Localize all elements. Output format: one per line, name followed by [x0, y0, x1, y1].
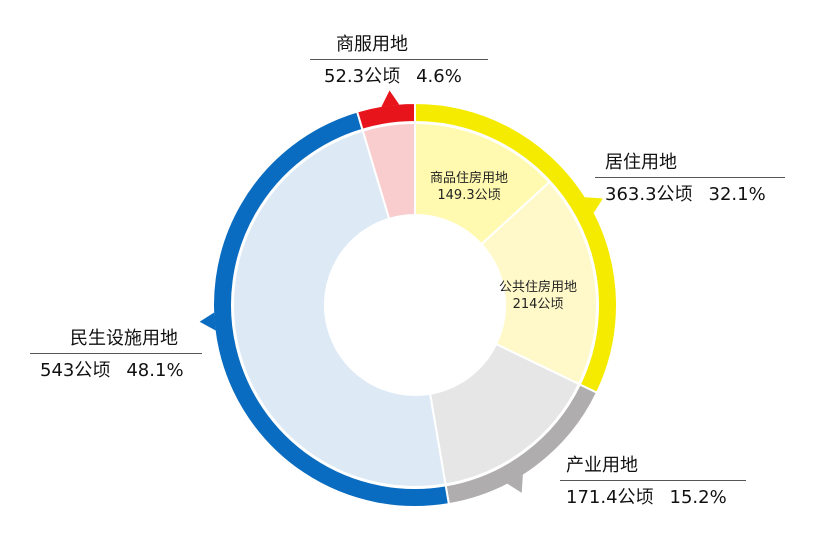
label-underline: [30, 353, 202, 354]
label-underline: [560, 480, 746, 481]
outer-ring-shangfu: [355, 101, 416, 131]
label-value: 543公顷: [40, 360, 111, 381]
inner-label-title: 商品住房用地: [429, 171, 509, 186]
label-percent: 32.1%: [708, 184, 766, 205]
pointer-shangfu: [381, 90, 400, 107]
label-percent: 48.1%: [126, 360, 184, 381]
inner-slice-shangfu: [361, 121, 416, 221]
label-underline: [595, 177, 785, 178]
label-title: 居住用地: [605, 152, 677, 173]
label-underline: [310, 59, 488, 60]
label-percent: 4.6%: [416, 66, 462, 87]
pointer-juzhu: [584, 197, 603, 213]
inner-label-title: 公共住房用地: [498, 280, 578, 295]
label-shangfu: 商服用地 52.3公顷 4.6%: [310, 30, 488, 88]
label-value: 171.4公顷: [566, 487, 654, 508]
label-title: 民生设施用地: [70, 328, 178, 349]
inner-label-gonggong: 公共住房用地 214公顷: [499, 279, 577, 313]
inner-label-value: 149.3公顷: [437, 188, 501, 203]
label-percent: 15.2%: [669, 487, 727, 508]
inner-slice-minsheng: [232, 129, 447, 488]
pointer-chanye: [507, 474, 523, 493]
label-value: 363.3公顷: [605, 184, 693, 205]
inner-slice-chanye: [428, 342, 581, 486]
label-title: 商服用地: [336, 34, 408, 55]
inner-label-value: 214公顷: [512, 297, 564, 312]
label-minsheng: 民生设施用地 543公顷 48.1%: [30, 324, 202, 382]
pointer-minsheng: [199, 312, 216, 331]
label-juzhu: 居住用地 363.3公顷 32.1%: [595, 148, 785, 206]
inner-slice-gonggong: [480, 180, 598, 386]
label-title: 产业用地: [566, 455, 638, 476]
label-value: 52.3公顷: [324, 66, 401, 87]
label-chanye: 产业用地 171.4公顷 15.2%: [560, 451, 746, 509]
inner-label-shangpin: 商品住房用地 149.3公顷: [430, 170, 508, 204]
